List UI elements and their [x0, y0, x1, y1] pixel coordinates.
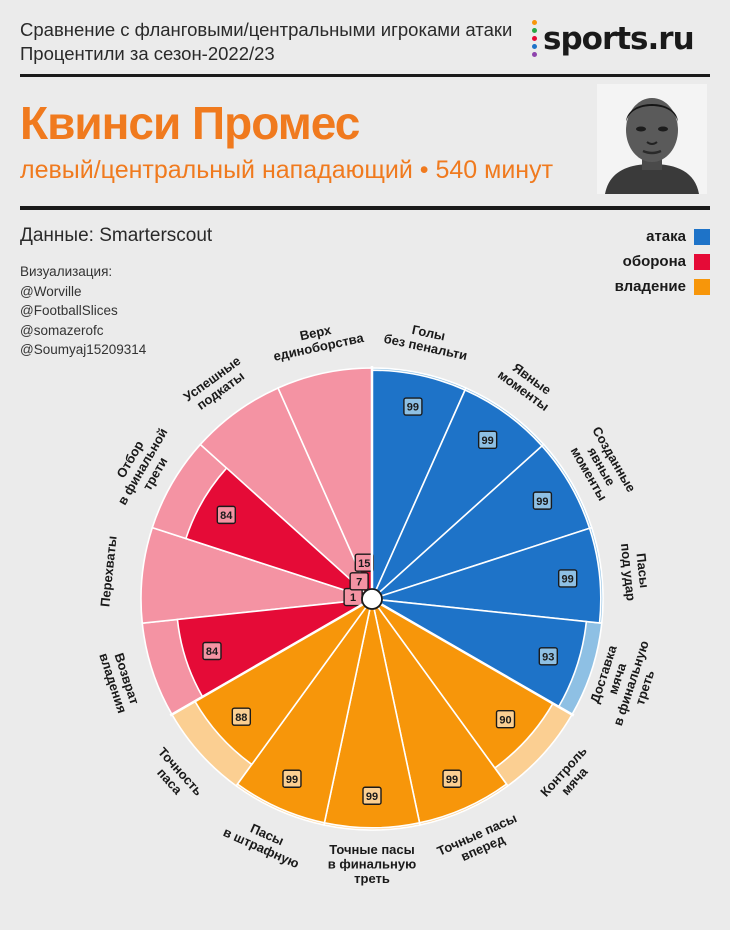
logo-text: sports.ru — [543, 20, 695, 57]
group-separator — [371, 597, 575, 717]
legend-swatch — [694, 228, 710, 245]
value-labels: 99 99 99 99 93 90 99 99 99 88 84 1 84 7 15 — [202, 397, 578, 805]
legend: атака оборона владение — [615, 224, 710, 299]
value-label: 99 — [442, 769, 462, 788]
value-label: 15 — [354, 553, 374, 572]
data-source: Данные: Smarterscout — [20, 225, 213, 246]
player-photo — [597, 84, 707, 194]
value-label: 99 — [282, 769, 302, 788]
player-name: Квинси Промес — [20, 97, 360, 149]
logo-dots-icon — [532, 20, 537, 57]
category-label: Голыбез пенальти — [382, 317, 471, 364]
subtitle-line-1: Сравнение с фланговыми/центральными игро… — [20, 19, 513, 40]
value-label: 1 — [343, 587, 363, 607]
category-label: Контрольмяча — [537, 743, 600, 809]
value-badge — [216, 505, 236, 525]
value-text: 84 — [220, 510, 233, 522]
value-label: 99 — [557, 569, 578, 588]
legend-label: оборона — [622, 253, 686, 270]
value-text: 88 — [235, 712, 247, 724]
value-text: 90 — [499, 714, 511, 726]
value-badge — [202, 641, 222, 661]
credit-handle: @Soumyaj15209314 — [20, 342, 147, 357]
value-label: 7 — [349, 572, 369, 591]
value-badge — [442, 769, 462, 788]
value-badge — [532, 491, 553, 510]
top-divider — [20, 74, 710, 77]
category-label: Пасыв штрафную — [221, 811, 307, 871]
player-role: левый/центральный нападающий • 540 минут — [20, 156, 554, 184]
legend-swatch — [694, 253, 710, 270]
value-label: 90 — [495, 710, 516, 729]
value-label: 88 — [231, 707, 252, 726]
legend-item-attack: атака — [615, 224, 710, 249]
value-text: 99 — [366, 791, 378, 803]
value-badge — [403, 397, 423, 416]
category-label: Точностьпаса — [144, 744, 206, 808]
value-text: 84 — [206, 646, 219, 658]
sports-ru-logo: sports.ru — [532, 20, 695, 57]
value-badge — [495, 710, 516, 729]
value-text: 93 — [542, 651, 554, 663]
category-label: Успешныеподкаты — [181, 353, 252, 416]
value-label: 84 — [216, 505, 236, 525]
value-label: 84 — [202, 641, 222, 661]
legend-item-possession: владение — [615, 274, 710, 299]
value-label: 93 — [538, 647, 558, 666]
category-label: Перехваты — [97, 535, 119, 608]
value-text: 1 — [350, 592, 356, 604]
category-label: Явныемоменты — [495, 355, 560, 414]
value-text: 99 — [562, 574, 574, 586]
legend-item-defense: оборона — [615, 249, 710, 274]
subtitle-line-2: Процентили за сезон-2022/23 — [20, 43, 275, 64]
value-badge — [282, 769, 302, 788]
group-separator — [169, 597, 373, 717]
value-text: 99 — [286, 774, 298, 786]
value-text: 99 — [446, 774, 458, 786]
legend-label: владение — [614, 278, 686, 295]
value-badge — [362, 786, 382, 805]
credits-heading: Визуализация: — [20, 264, 113, 279]
credit-handle: @FootballSlices — [20, 303, 118, 318]
value-text: 15 — [358, 558, 370, 570]
credit-handle: @Worville — [20, 283, 82, 299]
category-label: Пасыпод удар — [618, 541, 653, 602]
value-badge — [354, 553, 374, 572]
value-badge — [231, 707, 252, 726]
value-badge — [557, 569, 578, 588]
value-label: 99 — [477, 430, 498, 450]
value-label: 99 — [362, 786, 382, 805]
category-label: Точные пасывперед — [435, 810, 525, 872]
credit-handle: @somazerofc — [20, 322, 104, 338]
header-divider — [20, 206, 710, 210]
value-text: 7 — [356, 576, 362, 588]
value-label: 99 — [532, 491, 553, 510]
value-text: 99 — [407, 402, 419, 414]
credits: Визуализация: @Worville @FootballSlices … — [20, 262, 146, 360]
value-badge — [349, 572, 369, 591]
value-badge — [538, 647, 558, 666]
value-badge — [477, 430, 498, 450]
value-text: 99 — [482, 435, 494, 447]
legend-label: атака — [646, 228, 686, 245]
center-hub — [361, 588, 383, 610]
subtitle: Сравнение с фланговыми/центральными игро… — [20, 18, 512, 66]
legend-swatch — [694, 278, 710, 295]
value-label: 99 — [403, 397, 423, 416]
value-text: 99 — [536, 496, 548, 508]
category-label: Точные пасы в финальную треть — [328, 842, 417, 886]
category-label: Возвратвладения — [96, 647, 143, 715]
category-label: Верхединоборства — [269, 316, 366, 364]
